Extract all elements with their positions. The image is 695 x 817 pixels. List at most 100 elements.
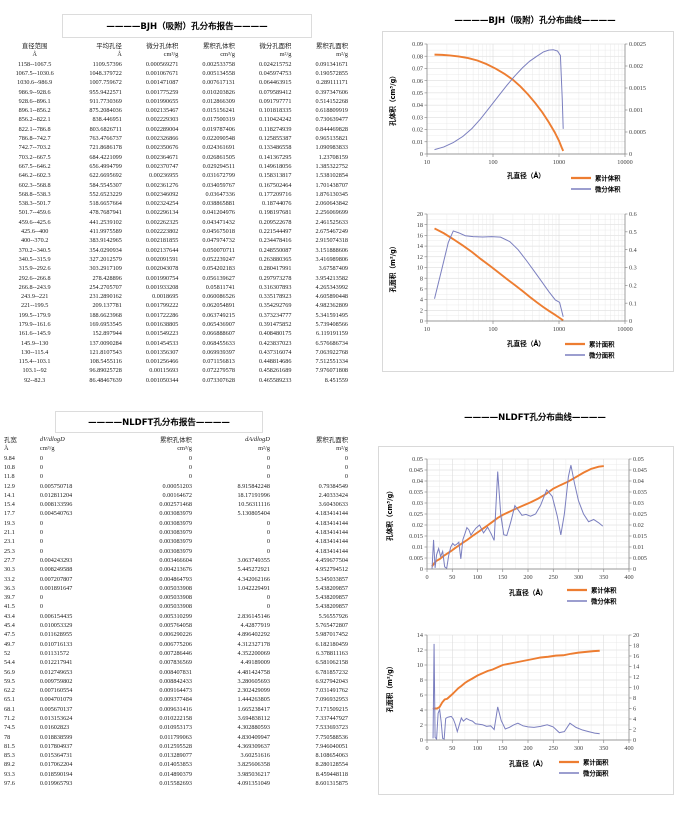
svg-text:14: 14 [417,243,423,250]
svg-text:10: 10 [417,662,423,669]
table-cell: 36.3 [4,584,15,592]
svg-text:20: 20 [417,211,423,218]
table-cell: 703.2--667.5 [18,153,51,161]
table-cell: 4.183414144 [315,529,348,537]
table-cell: 0.063749215 [202,311,235,319]
table-cell: 0.101818335 [258,107,292,115]
svg-text:0: 0 [420,566,423,573]
svg-text:0: 0 [629,151,632,158]
table-cell: 875.2084036 [89,107,122,115]
nldft-col-header-1: dV/dlogD [39,435,65,443]
table-cell: 25.3 [4,547,15,555]
table-cell: 0.013153624 [39,715,73,722]
table-cell: 10.8 [4,463,15,471]
table-cell: 0.423837023 [258,339,292,347]
table-cell: 552.6523229 [89,190,122,198]
table-cell: 0.011799063 [159,733,192,741]
y-axis-label: 孔体积（cm³/g） [385,487,394,541]
bjh-report-title-box: ————BJH（吸附）孔分布报告———— [62,14,312,38]
table-cell: 0.001990754 [145,274,179,282]
table-cell: 0.017062204 [39,761,73,769]
table-cell: 78 [4,733,11,741]
table-cell: 411.9975589 [89,228,122,236]
table-row: 68.1 0.005670137 0.009631416 1.665238417 7.1… [2,704,350,713]
bjh-col-header-5: 累积孔面积 [316,41,348,50]
table-cell: 0.029294511 [202,162,235,170]
svg-text:18: 18 [633,643,639,650]
svg-text:0.04: 0.04 [633,478,644,485]
svg-text:20: 20 [633,632,639,639]
svg-text:0.01: 0.01 [633,544,644,551]
table-row: 89.2 0.017062204 0.014053853 3.825606358 8.2… [2,759,350,768]
table-cell: 8.459448118 [315,770,348,778]
table-cell: 584.5545307 [89,181,122,189]
table-cell: 0.017500319 [202,116,235,124]
table-cell: 3.825606358 [237,761,270,769]
table-cell: 0.034059767 [202,181,235,189]
table-cell: 0.05811741 [205,283,235,291]
svg-text:0.002: 0.002 [629,63,643,70]
table-cell: 0.008133596 [39,501,73,509]
table-cell: 0.001256466 [145,358,179,366]
table-cell: 0.006290226 [159,631,192,639]
table-cell: 188.6623968 [89,311,122,319]
table-row: 78 0.018838599 0.011799063 4.830409947 7.750… [2,732,350,741]
bjh-volume-chart: 0 0.01 0.02 0.03 0.04 0.05 0.06 0.07 0.08 0.09 0 0.… [388,41,646,193]
svg-text:0: 0 [425,745,428,752]
table-cell: 0.002091591 [145,255,179,263]
table-cell: 0.006154435 [39,612,73,620]
svg-text:0.02: 0.02 [412,522,423,529]
table-row: 11.8 0 0 0 0 [2,471,350,480]
legend-entry: 累计体积 [595,173,621,182]
table-cell: 0.038865881 [202,200,235,208]
series-line [434,53,565,152]
svg-text:400: 400 [624,574,633,581]
nldft-col-header-2: 累积孔体积 [159,435,192,444]
svg-text:0: 0 [633,737,636,744]
table-cell: 0.010053329 [39,622,73,630]
nldft-chart-frame: 0 0.005 0.01 0.015 0.02 0.025 0.03 0.035 0.04 0.0… [378,446,674,795]
table-row: 459.6--425.6 441.2539102 0.002262325 0.0434… [2,217,350,226]
table-cell: 121.8107543 [89,348,122,356]
table-cell: 0.019965793 [39,780,73,788]
table-cell: 54.4 [4,659,15,667]
table-cell: 0.001990655 [145,97,179,105]
nldft-col-header-3: dA/dlogD [245,435,270,443]
table-cell: 0.022090548 [202,135,235,143]
table-row: 41.5 0 0.005033908 0 5.438209857 [2,601,350,610]
table-cell: 130--115.4 [21,348,49,356]
bjh-col-unit-1: Å [117,51,122,59]
table-cell: 0.009164473 [159,687,192,695]
table-row: 315.9--292.6 303.2917109 0.002043078 0.0542… [2,263,350,272]
table-cell: 7.171509215 [315,705,348,713]
table-cell: 4.605890448 [315,293,348,301]
table-cell: 1.876130345 [315,190,348,198]
svg-text:0: 0 [420,151,423,158]
table-cell: 1.090983833 [315,144,348,152]
table-cell: 0.297973278 [258,274,292,282]
table-cell: 0.001050344 [145,376,179,384]
table-cell: 0.011628955 [39,631,73,639]
table-row: 400--370.2 383.9142965 0.002181855 0.047974… [2,235,350,244]
table-cell: 0.001799222 [145,302,179,310]
table-cell: 4.302880593 [237,724,270,732]
table-cell: 3.60251616 [240,752,270,760]
table-cell: 0.437316074 [258,348,292,356]
table-cell: 86.48467639 [89,376,122,384]
table-cell: 4.49189009 [240,659,270,667]
table-cell: 354.0290934 [89,246,122,254]
table-cell: 1.042229491 [237,584,270,592]
table-cell: 0.003083979 [159,510,192,518]
table-cell: 0.012811204 [39,491,73,499]
table-row: 15.4 0.008133596 0.002571468 10.56311116 3.6… [2,499,350,508]
table-cell: 49.7 [4,640,15,648]
svg-text:6: 6 [633,706,636,713]
legend-entry: 微分面积 [582,768,609,777]
svg-text:200: 200 [523,574,532,581]
svg-text:0.035: 0.035 [633,489,647,496]
table-row: 103.1--92 96.89025728 0.00115693 0.07227957… [2,365,350,374]
table-cell: 0.01602823 [39,724,70,732]
table-cell: 0.005750718 [39,482,73,490]
svg-text:4: 4 [420,297,423,304]
